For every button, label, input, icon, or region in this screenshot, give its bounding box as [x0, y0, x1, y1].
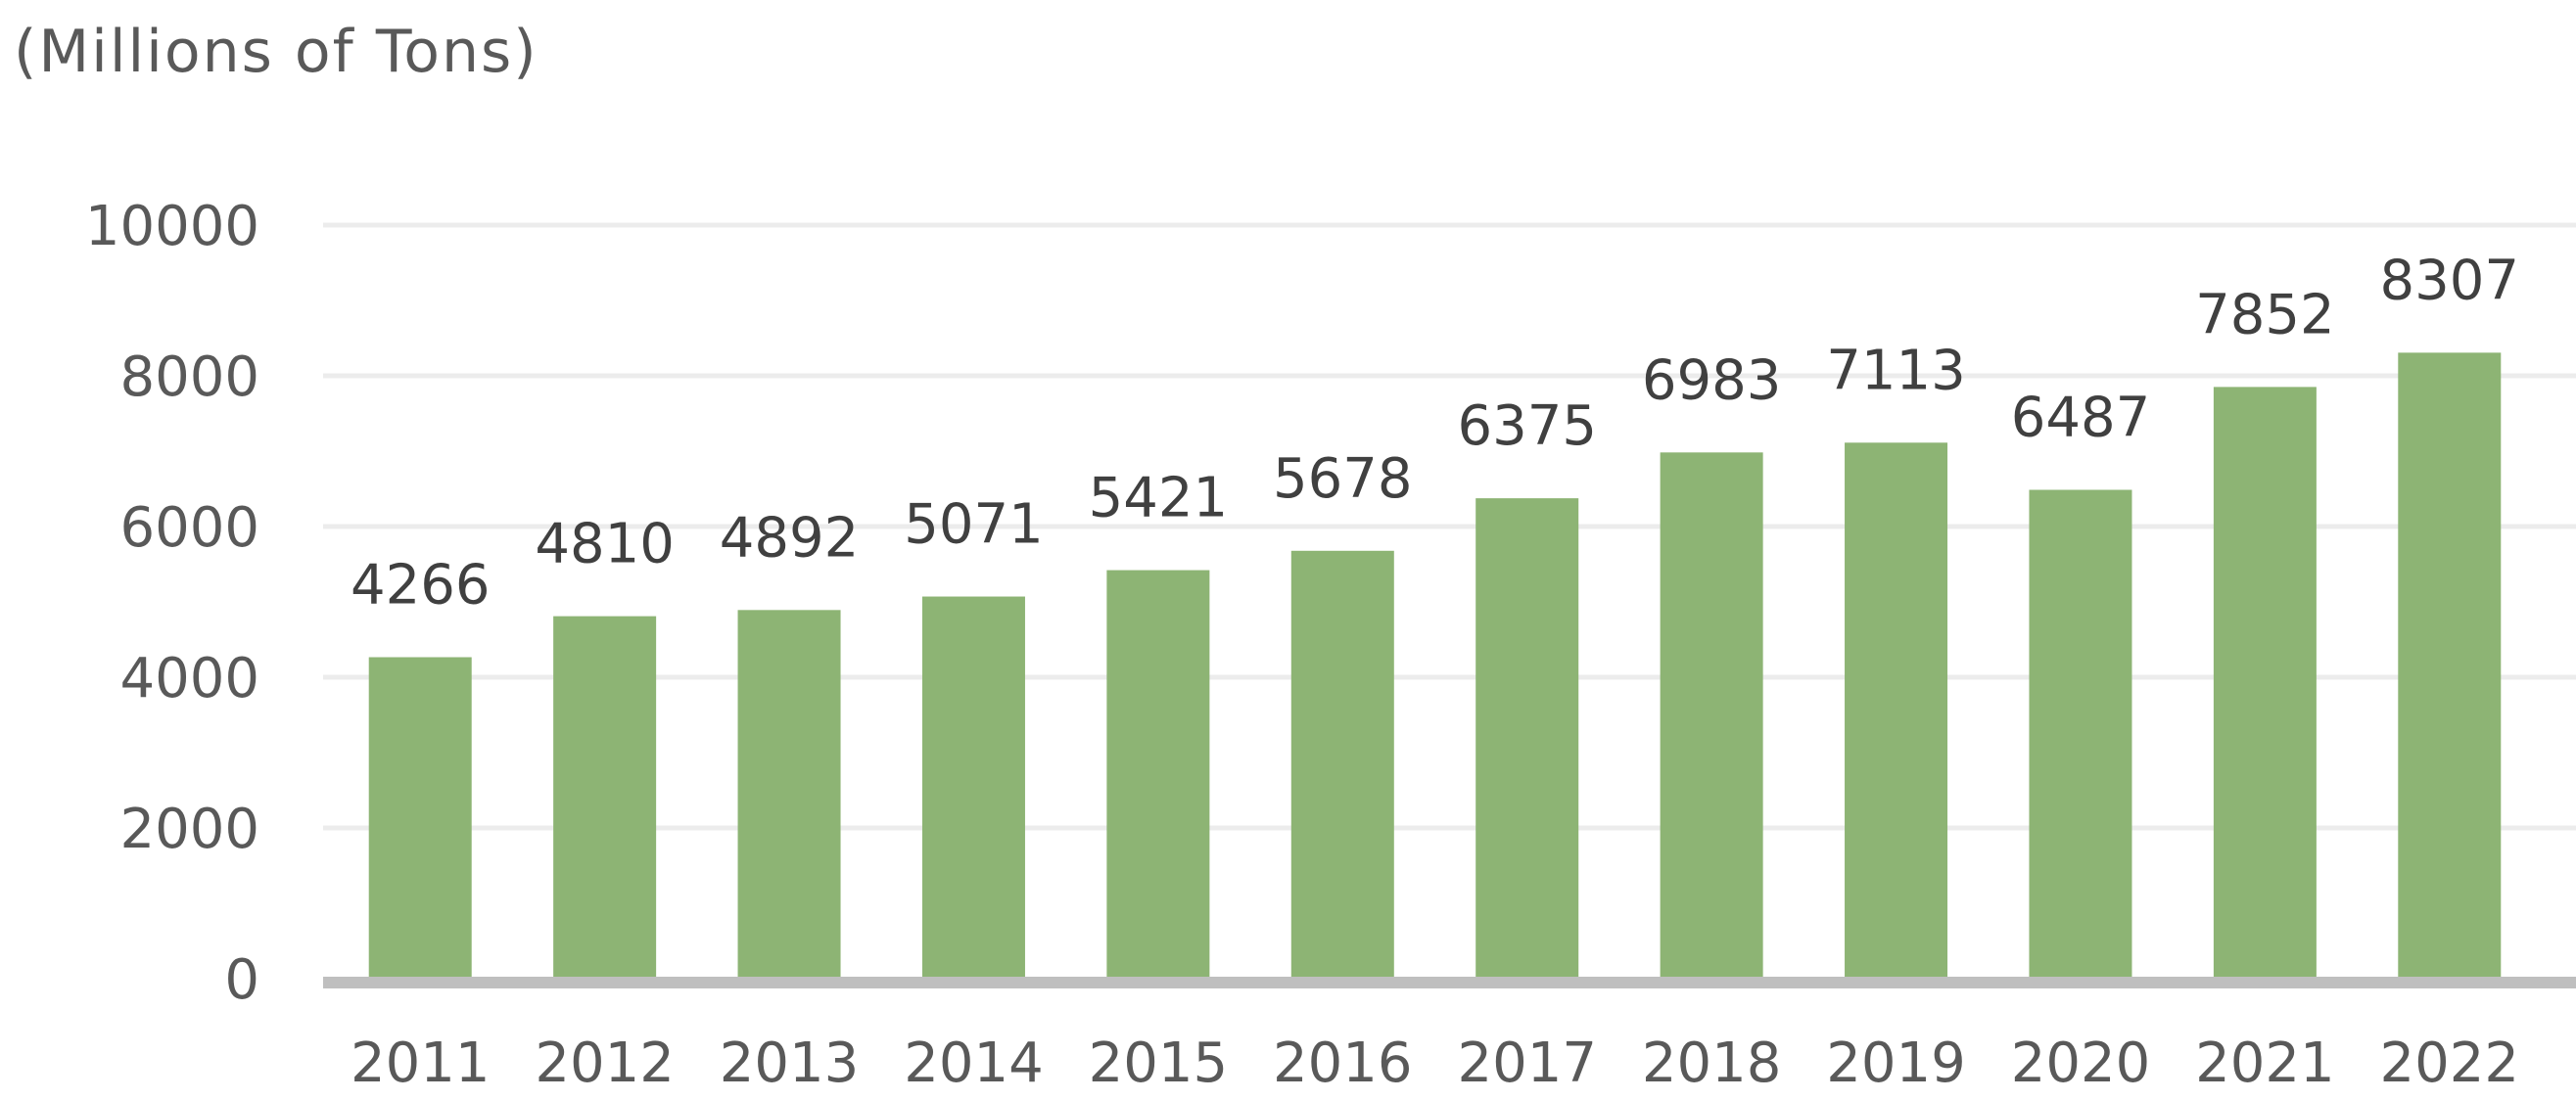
bar-2012: [553, 616, 657, 979]
y-tick-label: 0: [224, 948, 259, 1012]
x-tick-label: 2020: [2011, 1032, 2151, 1095]
data-label: 5421: [1089, 467, 1229, 530]
y-tick-label: 2000: [119, 798, 259, 861]
bar-2015: [1106, 570, 1210, 979]
labels: 0 2000 4000 6000 8000 10000 4266 2011 4810 2012 48…: [85, 195, 2519, 1095]
data-label: 4810: [535, 513, 675, 576]
bar-2018: [1660, 452, 1763, 980]
x-tick-label: 2021: [2195, 1032, 2335, 1095]
x-tick-label: 2014: [904, 1032, 1044, 1095]
data-label: 8307: [2380, 249, 2520, 312]
data-label: 6375: [1457, 394, 1597, 458]
gridlines: [323, 222, 2576, 831]
unit-label: (Millions of Tons): [14, 18, 539, 86]
x-tick-label: 2015: [1089, 1032, 1229, 1095]
data-label: 4892: [720, 506, 860, 570]
bar-2020: [2029, 489, 2132, 979]
y-tick-label: 8000: [119, 345, 259, 409]
y-tick-label: 4000: [119, 647, 259, 711]
data-label: 7113: [1826, 339, 1966, 402]
bar-2014: [921, 596, 1025, 979]
x-tick-label: 2012: [535, 1032, 675, 1095]
x-tick-label: 2022: [2380, 1032, 2520, 1095]
x-tick-label: 2016: [1273, 1032, 1413, 1095]
x-tick-label: 2018: [1642, 1032, 1782, 1095]
bar-2022: [2398, 352, 2502, 980]
x-tick-label: 2013: [720, 1032, 860, 1095]
y-tick-label: 10000: [85, 195, 259, 258]
bar-2017: [1475, 498, 1579, 979]
bar-2019: [1845, 442, 1948, 979]
data-label: 5678: [1273, 447, 1413, 511]
bar-2013: [737, 610, 841, 979]
x-tick-label: 2017: [1457, 1032, 1597, 1095]
bars: [368, 352, 2502, 980]
data-label: 6487: [2011, 387, 2151, 450]
bar-2011: [368, 657, 472, 979]
data-label: 5071: [904, 493, 1044, 557]
x-tick-label: 2011: [351, 1032, 491, 1095]
data-label: 6983: [1642, 348, 1782, 412]
x-tick-label: 2019: [1826, 1032, 1966, 1095]
data-label: 7852: [2195, 283, 2335, 346]
y-tick-label: 6000: [119, 496, 259, 560]
bar-2021: [2213, 387, 2317, 979]
data-label: 4266: [351, 554, 491, 618]
bar-2016: [1290, 550, 1394, 979]
